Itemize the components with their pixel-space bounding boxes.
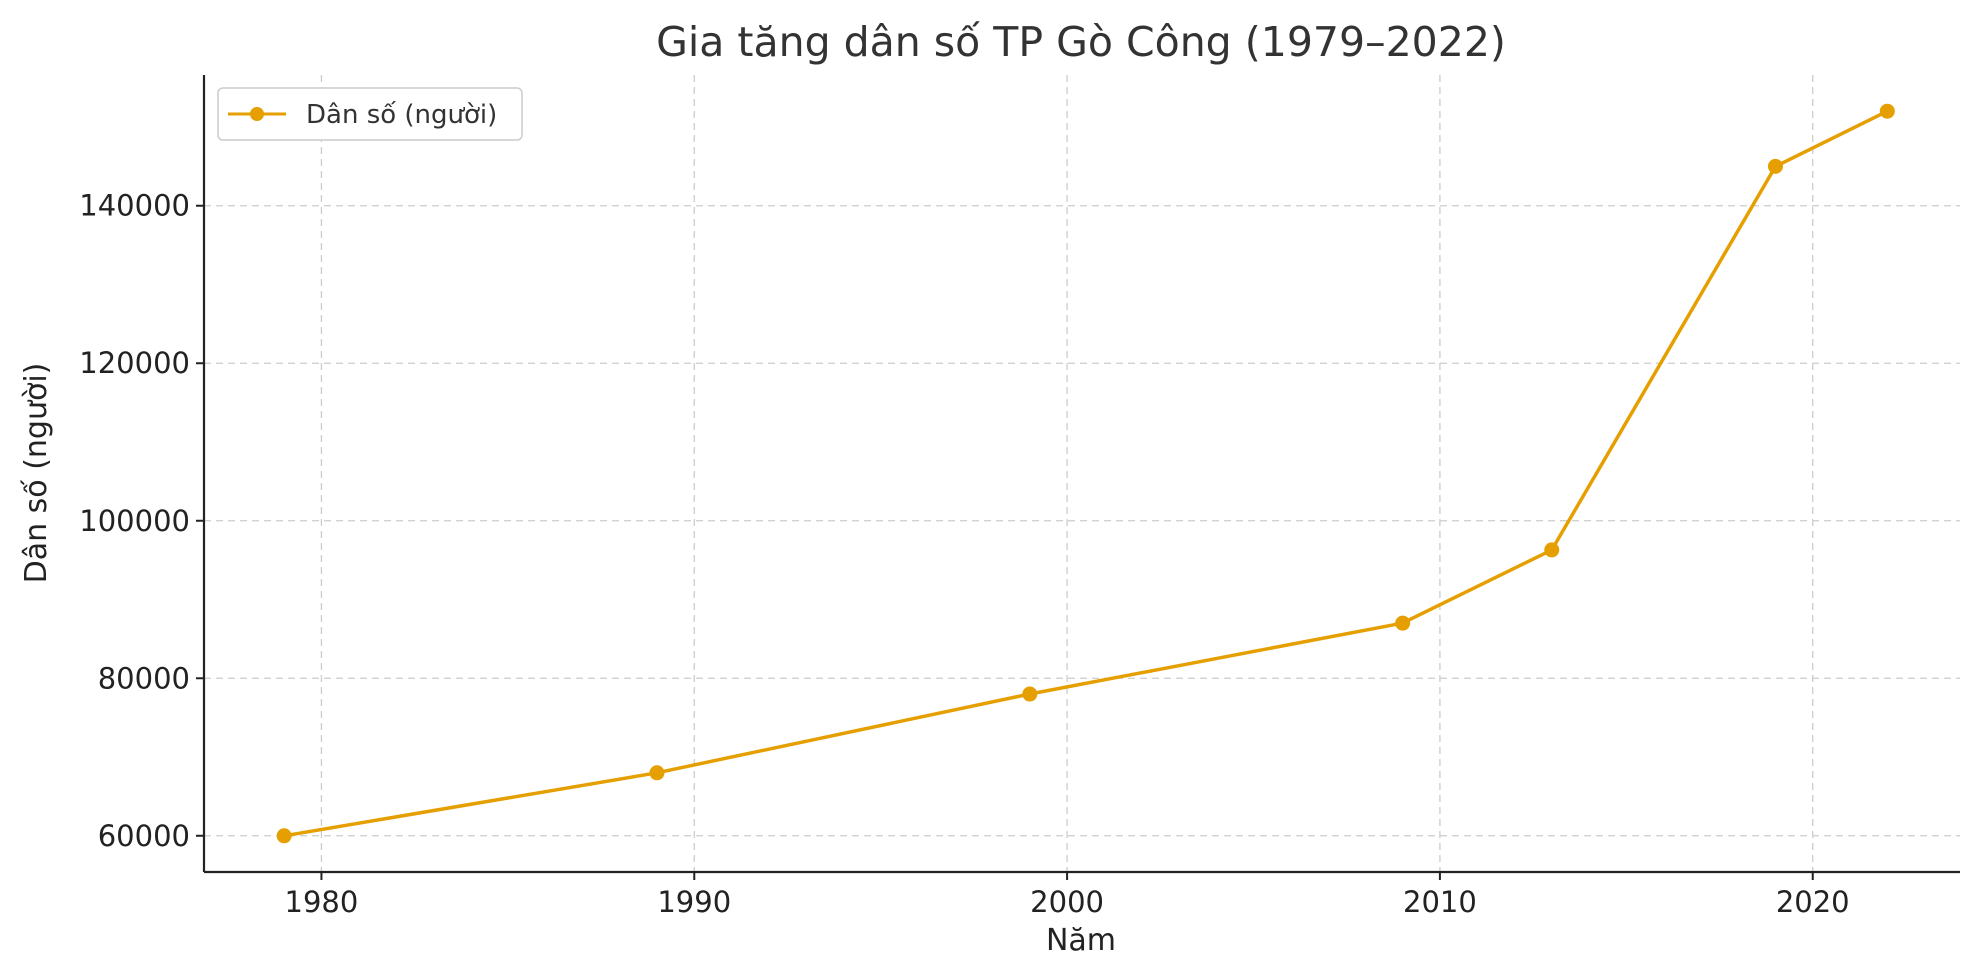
y-gridlines — [204, 205, 1960, 837]
chart-title: Gia tăng dân số TP Gò Công (1979–2022) — [656, 18, 1506, 66]
y-axis-ticks: 60000 80000 100000 120000 140000 — [79, 189, 204, 853]
series-layer — [276, 103, 1895, 844]
data-point — [1879, 103, 1895, 119]
y-tick-label: 60000 — [98, 819, 190, 853]
y-tick-label: 120000 — [79, 346, 190, 380]
legend-box — [217, 87, 523, 141]
x-tick-label: 2000 — [1030, 885, 1104, 919]
x-gridlines — [320, 75, 1814, 872]
data-point — [1395, 615, 1411, 631]
legend-label: Dân số (người) — [306, 100, 497, 130]
legend-marker-icon — [250, 107, 264, 121]
data-point — [276, 828, 292, 844]
data-point — [1022, 686, 1038, 702]
x-tick-label: 1980 — [285, 885, 359, 919]
data-point — [1767, 158, 1783, 174]
x-axis-ticks: 1980 1990 2000 2010 2020 — [285, 872, 1850, 919]
y-tick-label: 140000 — [79, 189, 190, 223]
y-axis-label: Dân số (người) — [19, 363, 54, 584]
series-line — [283, 109, 1889, 838]
legend: Dân số (người) — [217, 87, 523, 141]
data-point — [1544, 542, 1560, 558]
x-tick-label: 2010 — [1403, 885, 1477, 919]
x-axis-label: Năm — [1046, 923, 1116, 958]
x-tick-label: 2020 — [1776, 885, 1850, 919]
y-tick-label: 80000 — [98, 661, 190, 695]
data-point — [649, 765, 665, 781]
y-tick-label: 100000 — [79, 504, 190, 538]
x-tick-label: 1990 — [657, 885, 731, 919]
